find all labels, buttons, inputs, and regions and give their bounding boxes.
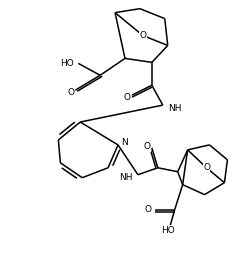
Text: O: O [139, 31, 146, 40]
Text: NH: NH [120, 173, 133, 182]
Text: O: O [68, 88, 75, 97]
Text: O: O [203, 163, 210, 172]
Text: O: O [145, 205, 152, 214]
Text: HO: HO [161, 226, 175, 235]
Text: O: O [124, 93, 130, 102]
Text: NH: NH [168, 104, 181, 113]
Text: N: N [121, 138, 128, 147]
Text: HO: HO [61, 59, 74, 68]
Text: O: O [143, 142, 150, 151]
